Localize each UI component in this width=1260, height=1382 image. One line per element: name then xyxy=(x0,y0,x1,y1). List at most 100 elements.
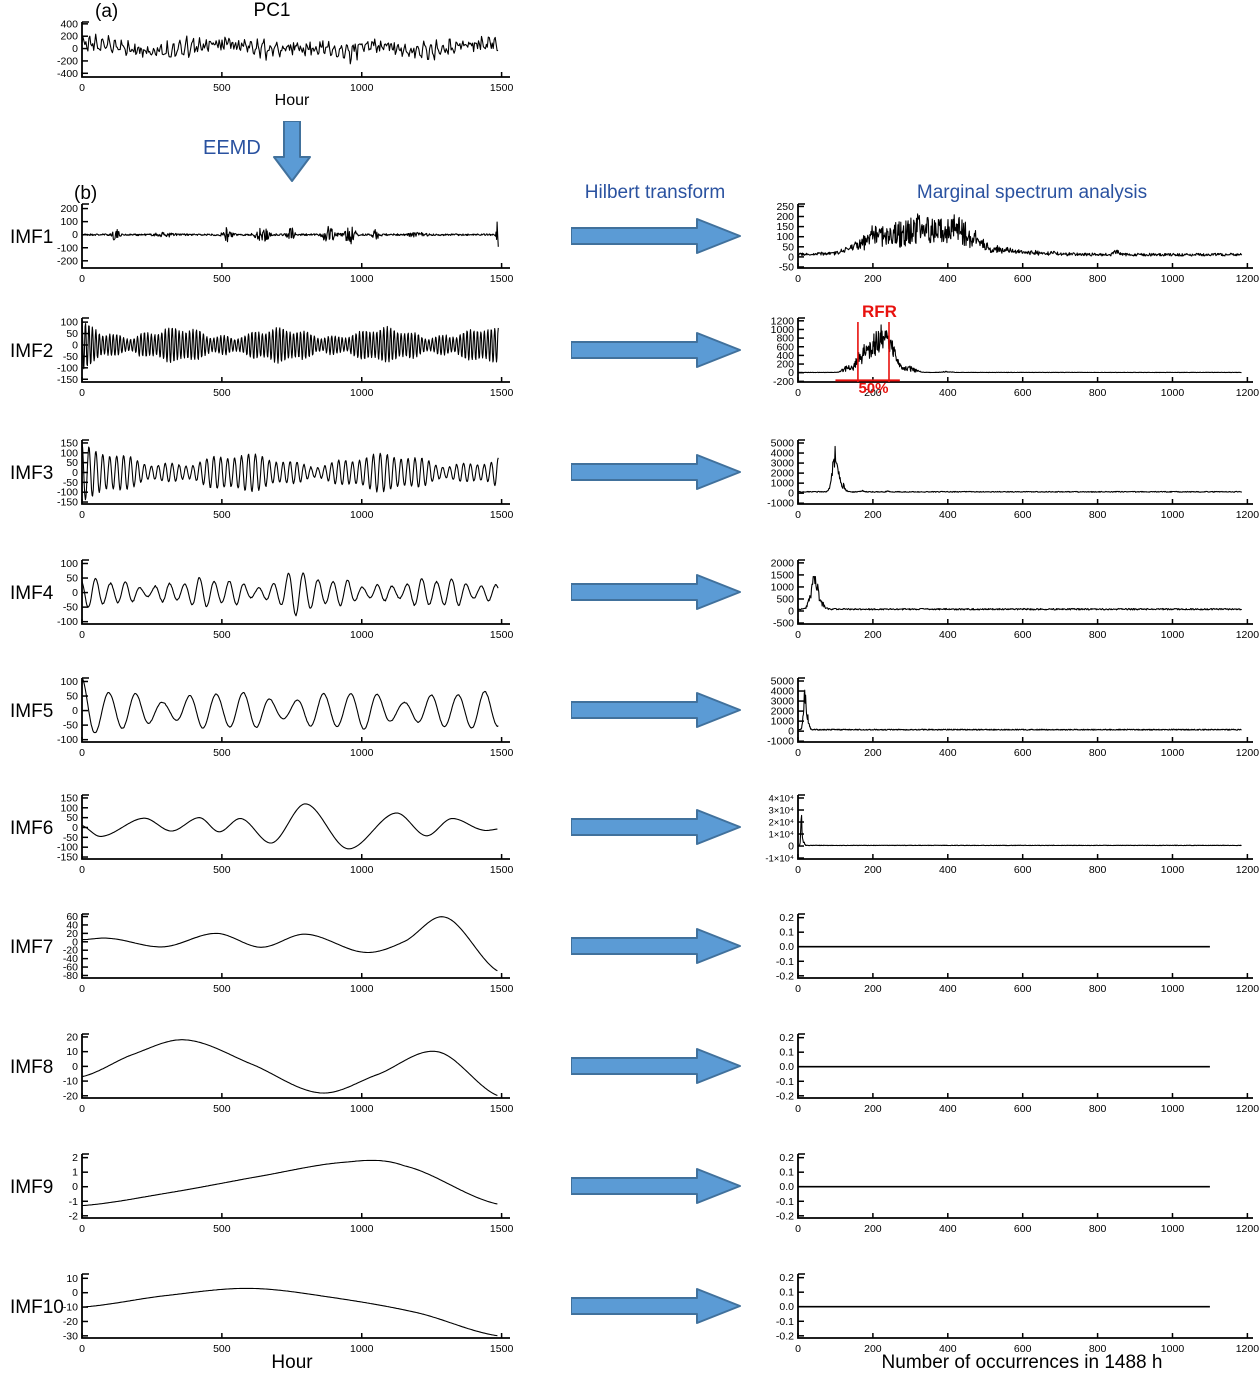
y-tick-label: -100 xyxy=(57,362,78,374)
imf1-row: IMF1 200 100 0 -100 -200 0 500 1000 1500 250 200 1… xyxy=(0,200,1260,300)
y-tick-label: 100 xyxy=(60,558,78,570)
x-tick-label: 0 xyxy=(79,1103,85,1115)
y-tick-label: 5000 xyxy=(771,438,795,450)
x-tick-label: 400 xyxy=(939,1223,957,1235)
x-tick-label: 500 xyxy=(213,747,231,759)
imf3-label: IMF3 xyxy=(10,463,54,484)
x-tick-label: 400 xyxy=(939,509,957,521)
signal-trace xyxy=(797,575,1242,611)
marginal-spectrum-label: Marginal spectrum analysis xyxy=(916,182,1148,203)
x-tick-label: 1200 xyxy=(1236,273,1260,285)
x-tick-label: 800 xyxy=(1089,864,1107,876)
signal-trace xyxy=(81,803,498,850)
y-tick-label: -0.1 xyxy=(776,956,794,968)
y-tick-label: 3000 xyxy=(771,696,795,708)
signal-trace xyxy=(82,221,499,247)
x-tick-label: 600 xyxy=(1014,1223,1032,1235)
y-tick-label: 0.2 xyxy=(779,1032,794,1044)
y-tick-label: -40 xyxy=(63,953,78,965)
x-tick-label: 500 xyxy=(213,1103,231,1115)
x-tick-label: 800 xyxy=(1089,273,1107,285)
y-tick-label: -1000 xyxy=(767,736,794,748)
x-tick-label: 1200 xyxy=(1236,1103,1260,1115)
x-tick-label: 500 xyxy=(213,1343,231,1355)
y-tick-label: 1×10⁴ xyxy=(769,830,794,841)
y-tick-label: 250 xyxy=(776,201,794,213)
y-tick-label: -0.1 xyxy=(776,1076,794,1088)
x-tick-label: 1000 xyxy=(1161,747,1185,759)
y-tick-label: 50 xyxy=(66,457,78,469)
y-tick-label: 4000 xyxy=(771,448,795,460)
x-tick-label: 1000 xyxy=(350,864,374,876)
signal-trace xyxy=(81,320,499,370)
x-tick-label: 1200 xyxy=(1236,864,1260,876)
signal-trace xyxy=(81,916,498,972)
y-tick-label: -200 xyxy=(57,55,78,67)
hour-label-top: Hour xyxy=(274,92,310,109)
y-tick-label: 0.2 xyxy=(779,1152,794,1164)
y-tick-label: 0 xyxy=(72,1061,78,1073)
x-tick-label: 1500 xyxy=(490,273,514,285)
x-tick-label: 1000 xyxy=(1161,983,1185,995)
x-tick-label: 0 xyxy=(795,1343,801,1355)
y-tick-label: -200 xyxy=(773,376,794,388)
signal-trace xyxy=(797,445,1243,493)
hilbert-arrow-icon xyxy=(571,1168,741,1204)
y-tick-label: -400 xyxy=(57,68,78,80)
y-tick-label: 0 xyxy=(788,367,794,379)
y-tick-label: -100 xyxy=(57,242,78,254)
x-tick-label: 1200 xyxy=(1236,983,1260,995)
y-tick-label: 1000 xyxy=(771,581,795,593)
y-tick-label: 3000 xyxy=(771,458,795,470)
y-tick-label: 50 xyxy=(66,573,78,585)
x-tick-label: 800 xyxy=(1089,1343,1107,1355)
x-tick-label: 1000 xyxy=(1161,864,1185,876)
pc1-title: PC1 xyxy=(253,0,291,21)
x-tick-label: 1500 xyxy=(490,82,514,94)
y-tick-label: 0 xyxy=(788,251,794,263)
y-tick-label: 0.0 xyxy=(779,1061,794,1073)
rfr-annotation: RFR xyxy=(862,302,897,321)
x-tick-label: 1000 xyxy=(350,387,374,399)
y-tick-label: 4×10⁴ xyxy=(769,794,794,805)
y-tick-label: 0.0 xyxy=(779,941,794,953)
y-tick-label: -0.2 xyxy=(776,1210,794,1222)
x-tick-label: 1200 xyxy=(1236,747,1260,759)
x-tick-label: 400 xyxy=(939,387,957,399)
y-tick-label: 10 xyxy=(66,1273,78,1285)
y-tick-label: 150 xyxy=(60,792,78,804)
x-tick-label: 0 xyxy=(795,629,801,641)
y-tick-label: 2000 xyxy=(771,557,795,569)
x-tick-label: 1500 xyxy=(490,864,514,876)
x-tick-label: 600 xyxy=(1014,387,1032,399)
y-tick-label: 0 xyxy=(788,488,794,500)
y-tick-label: -150 xyxy=(57,497,78,509)
x-tick-label: 0 xyxy=(795,387,801,399)
occurrences-label: Number of occurrences in 1488 h xyxy=(881,1352,1163,1373)
imf2-label: IMF2 xyxy=(10,341,54,362)
y-tick-label: 50 xyxy=(782,241,794,253)
x-tick-label: 200 xyxy=(864,983,882,995)
imf10-label: IMF10 xyxy=(10,1297,64,1318)
x-tick-label: 500 xyxy=(213,983,231,995)
y-tick-label: 100 xyxy=(776,231,794,243)
imf8-spectrum-plot: 0.2 0.1 0.0 -0.1 -0.20 200 400 600 800 1000 1200 xyxy=(776,1032,1260,1115)
imf7-label: IMF7 xyxy=(10,937,54,958)
hilbert-arrow-icon xyxy=(571,454,741,490)
y-tick-label: -20 xyxy=(63,1090,78,1102)
y-tick-label: -1000 xyxy=(767,498,794,510)
signal-trace xyxy=(797,689,1242,731)
imf9-row: IMF9 2 1 0 -1 -2 0 500 1000 1500 0.2 0.1 0.0 -0.1 -0… xyxy=(0,1150,1260,1250)
x-tick-label: 1500 xyxy=(490,387,514,399)
y-tick-label: 0 xyxy=(72,339,78,351)
imf10-spectrum-plot: 0.2 0.1 0.0 -0.1 -0.20 200 400 600 800 1000 1200 xyxy=(776,1272,1259,1355)
